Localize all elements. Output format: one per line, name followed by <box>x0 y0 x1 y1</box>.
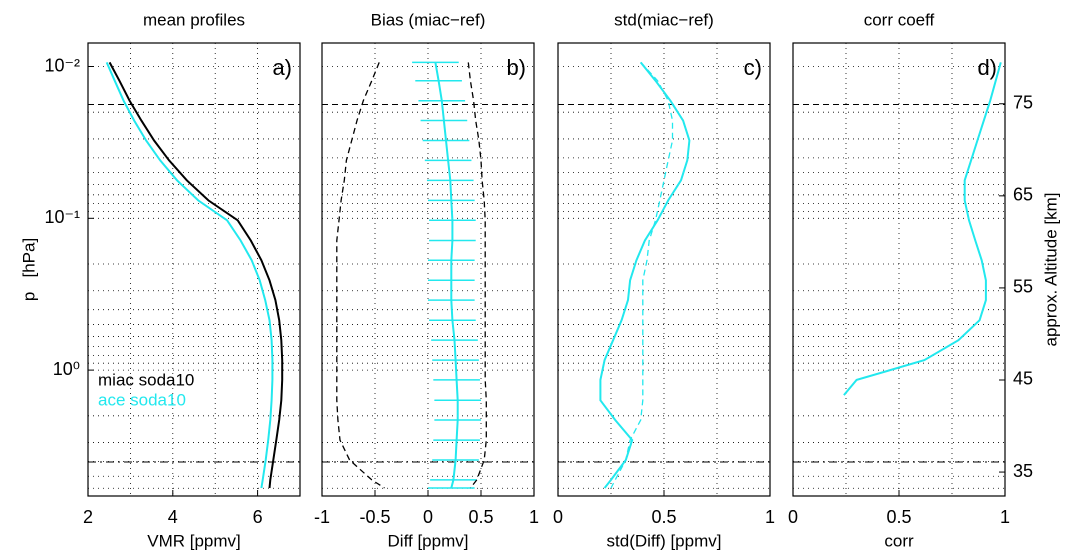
y2-tick-label: 45 <box>1013 369 1033 389</box>
x-tick-label: 0 <box>553 507 563 527</box>
panel-title: corr coeff <box>864 10 935 29</box>
y2-tick-label: 55 <box>1013 277 1033 297</box>
profile-line <box>843 62 1002 396</box>
x-tick-label: -0.5 <box>359 507 390 527</box>
x-axis-label: std(Diff) [ppmv] <box>607 531 722 550</box>
legend-entry: ace soda10 <box>98 390 186 409</box>
x-tick-label: 6 <box>253 507 263 527</box>
y-tick-label: 10⁰ <box>53 359 80 379</box>
x-tick-label: 0.5 <box>651 507 676 527</box>
profile-line <box>105 61 274 489</box>
x-tick-label: -1 <box>314 507 330 527</box>
panel-annotation: c) <box>744 55 762 80</box>
x-tick-label: 1 <box>1000 507 1010 527</box>
x-tick-label: 0.5 <box>886 507 911 527</box>
x-tick-label: 4 <box>168 507 178 527</box>
x-tick-label: 1 <box>529 507 539 527</box>
x-axis-label: corr <box>884 531 914 550</box>
y-tick-label: 10⁻¹ <box>44 207 80 227</box>
panel-title: mean profiles <box>143 10 245 29</box>
panel-title: Bias (miac−ref) <box>371 10 486 29</box>
panel-title: std(miac−ref) <box>614 10 714 29</box>
profile-line <box>610 61 674 489</box>
axes-frame <box>87 42 301 497</box>
profile-line <box>467 62 487 489</box>
x-tick-label: 1 <box>765 507 775 527</box>
x-tick-label: 0 <box>423 507 433 527</box>
y2-axis-label: approx. Altitude [km] <box>1041 192 1060 346</box>
profile-line <box>434 62 459 489</box>
y2-tick-label: 35 <box>1013 461 1033 481</box>
y-tick-label: 10⁻² <box>44 55 80 75</box>
x-tick-label: 0 <box>788 507 798 527</box>
y2-tick-label: 75 <box>1013 93 1033 113</box>
x-tick-label: 2 <box>83 507 93 527</box>
panel-annotation: d) <box>977 55 997 80</box>
x-tick-label: 0.5 <box>468 507 493 527</box>
profile-line <box>599 61 691 489</box>
y-axis-label: p [hPa] <box>19 238 38 301</box>
x-axis-label: Diff [ppmv] <box>388 531 469 550</box>
y2-tick-label: 65 <box>1013 185 1033 205</box>
panel-annotation: b) <box>506 55 526 80</box>
legend-entry: miac soda10 <box>98 370 194 389</box>
profile-line <box>108 61 284 489</box>
x-axis-label: VMR [ppmv] <box>147 531 241 550</box>
panel-annotation: a) <box>272 55 292 80</box>
profile-line <box>336 62 385 489</box>
